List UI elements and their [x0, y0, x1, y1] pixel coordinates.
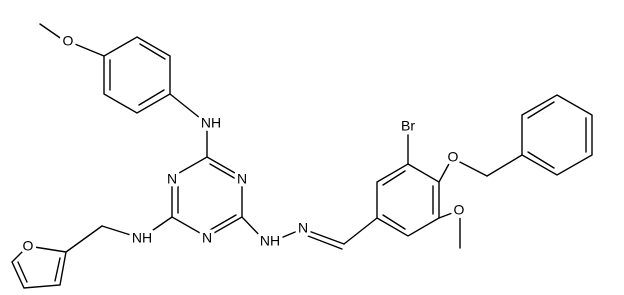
benzene-ring: [376, 163, 440, 237]
double-bond: [139, 43, 166, 60]
triazine-ring: [171, 156, 243, 238]
bond: [69, 41, 105, 57]
double-bond: [527, 101, 555, 119]
bond: [343, 217, 378, 245]
atom-label: N: [298, 220, 308, 236]
double-bond: [209, 214, 237, 231]
atom-label: NH: [132, 230, 152, 246]
double-bond: [138, 89, 165, 106]
atom-label: N: [237, 171, 247, 187]
bond: [455, 159, 488, 177]
atom-label: O: [23, 238, 34, 254]
benzene-ring: [103, 36, 171, 114]
furan-ring: [11, 245, 67, 289]
double-bond: [17, 261, 28, 283]
bond: [305, 229, 345, 245]
bond: [438, 161, 451, 183]
atom-label: N: [167, 171, 177, 187]
double-bond: [54, 257, 61, 282]
atom-label: O: [63, 33, 74, 49]
atom-label: N: [202, 230, 212, 246]
atom-label: Br: [401, 118, 415, 134]
double-bond: [382, 170, 406, 186]
atom-label: O: [454, 202, 465, 218]
double-bond: [382, 214, 406, 230]
bond: [39, 23, 67, 43]
bonds: [11, 23, 593, 289]
atom-label: NH: [201, 115, 221, 131]
bond: [438, 211, 456, 219]
atom-labels: O NH N N N NH O NH N Br O O: [19, 29, 468, 257]
atom-label: NH: [260, 233, 280, 249]
bond: [275, 229, 301, 241]
bond: [65, 225, 103, 253]
atom-label: O: [448, 149, 459, 165]
benzene-ring: [521, 94, 593, 176]
bond: [169, 93, 206, 123]
bond: [486, 154, 523, 177]
bond: [142, 216, 173, 238]
bond: [241, 216, 265, 241]
bond: [101, 225, 138, 238]
double-bond: [209, 163, 237, 180]
double-bond: [307, 235, 343, 250]
double-bond: [527, 151, 555, 169]
